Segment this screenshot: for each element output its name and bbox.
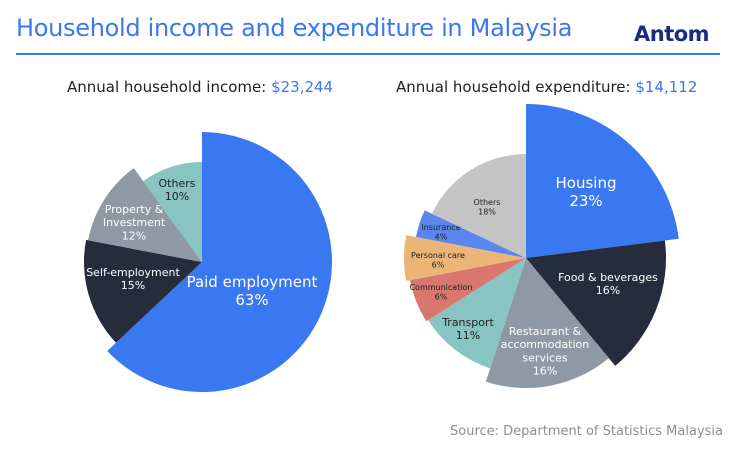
pie-slice-personal-care <box>404 235 526 281</box>
pie-slice-transport <box>428 258 526 369</box>
slice-label-others: Others 18% <box>474 198 501 217</box>
income-heading: Annual household income: $23,244 <box>67 78 333 96</box>
antom-logo: Antom <box>634 22 710 46</box>
slice-label-paid-employment: Paid employment 63% <box>187 273 318 309</box>
pie-slice-housing <box>526 104 679 258</box>
slice-label-self-employment: Self-employment 15% <box>86 266 180 292</box>
slice-label-housing: Housing 23% <box>556 174 617 210</box>
pie-slice-property-investment <box>88 168 202 262</box>
expenditure-heading-label: Annual household expenditure: <box>396 78 631 96</box>
pie-slice-paid-employment <box>107 132 333 392</box>
pie-slice-others <box>431 154 526 258</box>
income-total: $23,244 <box>271 78 334 96</box>
pie-slice-communication <box>410 258 526 322</box>
slice-label-transport: Transport 11% <box>441 316 494 342</box>
income-heading-label: Annual household income: <box>67 78 267 96</box>
slice-label-insurance: Insurance 4% <box>421 223 460 242</box>
slice-label-restaurant-accommodation-services: Restaurant & accommodation services 16% <box>501 325 590 378</box>
page-title: Household income and expenditure in Mala… <box>16 14 573 42</box>
slice-label-others: Others 10% <box>159 177 196 203</box>
pie-slice-insurance <box>415 210 526 258</box>
title-divider <box>16 53 720 55</box>
slice-label-property-investment: Property & Investment 12% <box>103 203 166 242</box>
expenditure-total: $14,112 <box>635 78 698 96</box>
slice-label-personal-care: Personal care 6% <box>411 251 465 270</box>
pie-slice-food-beverages <box>526 240 667 366</box>
slice-label-communication: Communication 6% <box>409 283 472 302</box>
pie-slice-self-employment <box>84 239 202 343</box>
expenditure-heading: Annual household expenditure: $14,112 <box>396 78 697 96</box>
pie-slice-others <box>143 162 202 262</box>
source-note: Source: Department of Statistics Malaysi… <box>450 424 723 439</box>
pie-slice-restaurant-accommodation-services <box>485 258 609 389</box>
slice-label-food-beverages: Food & beverages 16% <box>558 271 658 297</box>
